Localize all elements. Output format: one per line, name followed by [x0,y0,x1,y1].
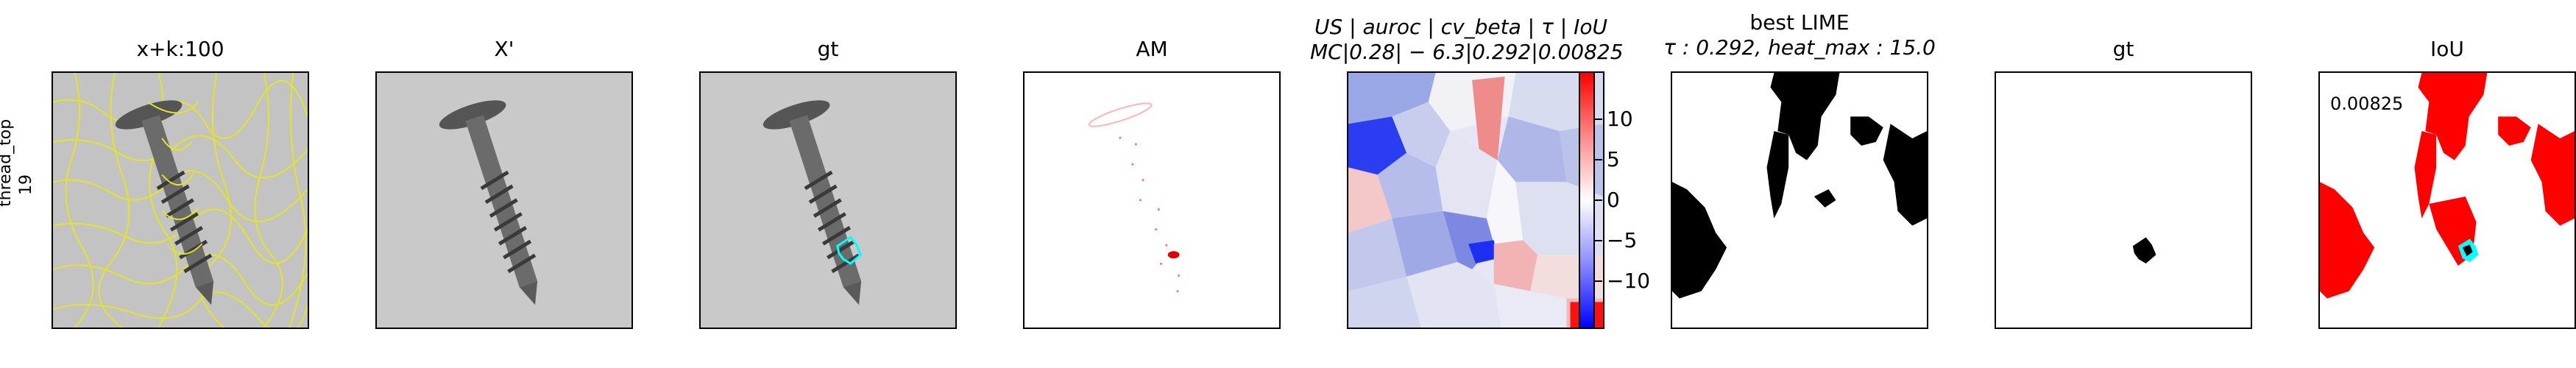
colorbar-tick [1595,159,1602,160]
panel-title-superpixels: x+k:100 [136,37,224,61]
iou-overlay-image [2318,71,2576,329]
reconstruction-image [375,71,633,329]
panel-title-am: AM [1136,37,1168,61]
colorbar-tick-label: 10 [1607,107,1633,131]
gt-contour [836,236,863,265]
panel-title-gt-mask: gt [2112,37,2134,61]
panel-title-us-line1: US | auroc | cv_beta | τ | IoU [1314,15,1607,39]
row-label: thread_top 19 [0,118,35,207]
superpixel-image [52,71,309,329]
lime-mask-image [1671,71,1928,329]
panel-title-gt-image: gt [817,37,839,61]
colorbar-tick-label: 0 [1607,188,1620,212]
colorbar-tick [1595,240,1602,241]
ground-truth-image [699,71,957,329]
panel-title-reconstruction: X' [494,37,514,61]
anomaly-map-image [1023,71,1281,329]
colorbar-tick [1595,280,1602,282]
colorbar-tick-label: 5 [1607,147,1620,171]
colorbar-tick [1595,118,1602,120]
panel-title-us-line2: MC|0.28| − 6.3|0.292|0.00825 [1310,40,1624,64]
colorbar-tick-label: −10 [1607,269,1651,293]
colorbar [1579,71,1595,329]
colorbar-tick [1595,199,1602,201]
panel-title-lime-line1: best LIME [1749,10,1850,35]
ground-truth-mask [1995,71,2252,329]
panel-title-lime-line2: τ : 0.292, heat_max : 15.0 [1663,35,1936,60]
panel-title-iou: IoU [2430,37,2464,61]
us-heatmap-image [1347,71,1604,329]
colorbar-tick-label: −5 [1607,228,1638,252]
iou-value: 0.00825 [2330,93,2404,114]
